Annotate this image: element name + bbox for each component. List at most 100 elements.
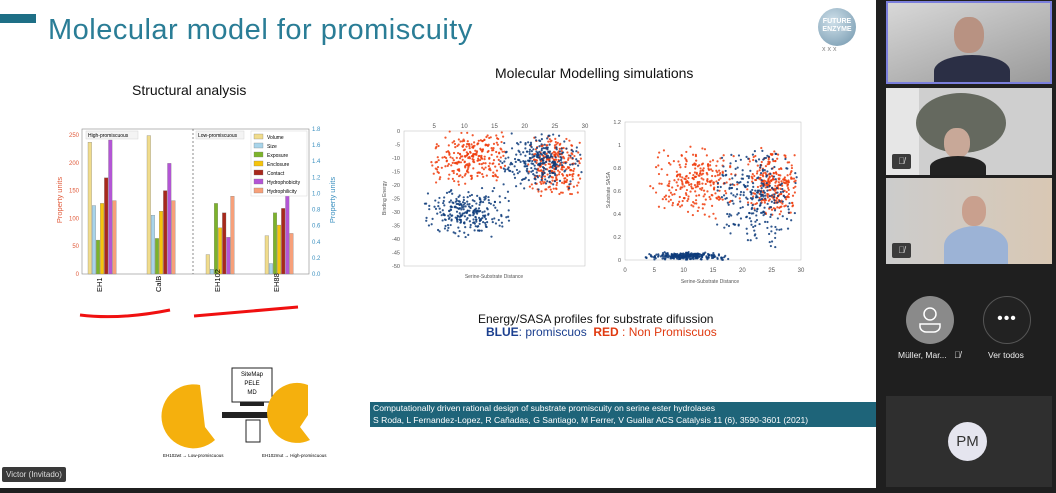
scatter-point-red xyxy=(774,160,777,163)
scatter-point-blue xyxy=(687,250,690,254)
scatter-point-blue xyxy=(497,218,500,222)
scatter-point-blue xyxy=(786,205,790,208)
scatter-point-red xyxy=(482,168,486,171)
scatter-point-red xyxy=(786,196,789,199)
y-tick-label: 200 xyxy=(69,161,80,167)
x-axis-label: Serine-Substrate Distance xyxy=(681,279,740,285)
scatter-point-red xyxy=(481,166,484,169)
scatter-point-red xyxy=(538,174,541,177)
see-all-label[interactable]: Ver todos xyxy=(988,350,1024,360)
scatter-point-red xyxy=(691,163,694,166)
scatter-point-red xyxy=(558,171,561,174)
scatter-point-blue xyxy=(425,216,428,219)
scatter-point-blue xyxy=(739,158,742,161)
bar-size xyxy=(209,269,214,275)
scatter-point-red xyxy=(681,183,684,186)
scatter-point-blue xyxy=(760,195,763,198)
x-tick-label: 15 xyxy=(710,268,717,274)
scatter-point-red xyxy=(454,146,457,149)
scatter-point-red xyxy=(767,179,770,182)
scatter-point-red xyxy=(577,181,580,184)
scatter-point-blue xyxy=(764,220,767,223)
scatter-point-red xyxy=(736,183,739,186)
scatter-point-blue xyxy=(530,170,533,173)
scatter-point-blue xyxy=(469,214,472,217)
scatter-point-red xyxy=(556,169,560,172)
scatter-point-blue xyxy=(747,176,750,180)
scatter-point-blue xyxy=(676,254,679,257)
scatter-point-red xyxy=(784,179,787,182)
scatter-point-red xyxy=(673,193,676,196)
logo-decoration: xxx xyxy=(822,46,839,53)
scatter-point-red xyxy=(752,155,755,159)
scatter-point-blue xyxy=(507,219,511,222)
scatter-point-red xyxy=(717,178,721,181)
scatter-point-red xyxy=(712,188,716,191)
scatter-point-blue xyxy=(772,196,776,199)
scatter-point-blue xyxy=(548,172,551,175)
avatar[interactable] xyxy=(906,296,954,344)
scatter-point-blue xyxy=(724,254,727,257)
scatter-point-red xyxy=(730,173,733,176)
scatter-point-red xyxy=(778,213,781,216)
scatter-point-blue xyxy=(466,216,469,220)
scatter-point-blue xyxy=(754,220,757,223)
scatter-point-red xyxy=(778,168,781,171)
scatter-point-red xyxy=(669,163,672,166)
scatter-point-red xyxy=(761,174,764,177)
scatter-point-red xyxy=(716,174,719,177)
scatter-point-blue xyxy=(770,186,774,189)
scatter-point-blue xyxy=(790,219,793,222)
scatter-point-red xyxy=(763,199,766,202)
scatter-point-red xyxy=(775,180,778,183)
scatter-point-blue xyxy=(544,147,547,150)
scatter-point-red xyxy=(667,184,671,188)
scatter-point-blue xyxy=(498,195,501,198)
scatter-point-red xyxy=(777,184,780,187)
scatter-point-blue xyxy=(448,210,451,213)
scatter-point-blue xyxy=(565,147,568,150)
scatter-point-blue xyxy=(523,162,526,165)
participant-body xyxy=(944,226,1008,264)
scatter-point-red xyxy=(702,178,705,181)
scatter-point-red xyxy=(459,153,462,156)
x-tick-label: 10 xyxy=(680,268,687,274)
scatter-point-red xyxy=(777,173,780,177)
scatter-point-blue xyxy=(747,175,751,178)
scatter-point-blue xyxy=(483,198,486,201)
x-tick-label: 5 xyxy=(653,268,657,274)
scatter-point-red xyxy=(527,163,530,166)
scatter-point-red xyxy=(702,167,705,170)
scatter-point-red xyxy=(480,163,483,166)
scatter-point-red xyxy=(709,181,712,184)
see-all-button[interactable]: ••• xyxy=(983,296,1031,344)
scatter-point-red xyxy=(564,177,567,180)
scatter-point-blue xyxy=(436,212,439,215)
video-tile-participant-2[interactable]: 🎙̸ xyxy=(886,88,1052,175)
scatter-point-red xyxy=(777,153,780,156)
scatter-point-red xyxy=(710,174,714,178)
scatter-point-red xyxy=(455,173,459,176)
scatter-point-blue xyxy=(563,140,566,143)
scatter-point-red xyxy=(712,212,715,215)
scatter-point-blue xyxy=(741,177,745,180)
scatter-point-red xyxy=(774,191,777,194)
scatter-point-red xyxy=(687,176,690,180)
scatter-point-red xyxy=(562,166,566,169)
scatter-point-blue xyxy=(739,200,742,203)
scatter-point-blue xyxy=(480,229,483,232)
scatter-point-red xyxy=(528,185,531,188)
scatter-point-blue xyxy=(693,254,696,257)
scatter-point-red xyxy=(455,156,458,159)
scatter-point-blue xyxy=(426,192,430,195)
video-tile-participant-3[interactable]: 🎙̸ xyxy=(886,178,1052,264)
participant-tile-pm[interactable]: PM xyxy=(886,396,1052,487)
scatter-point-red xyxy=(482,175,485,178)
video-tile-speaker[interactable] xyxy=(886,1,1052,84)
scatter-point-red xyxy=(555,158,558,161)
scatter-point-blue xyxy=(773,201,776,205)
scatter-point-red xyxy=(699,170,702,173)
scatter-point-red xyxy=(483,138,486,142)
scatter-point-blue xyxy=(540,147,544,150)
scatter-point-blue xyxy=(541,157,544,160)
